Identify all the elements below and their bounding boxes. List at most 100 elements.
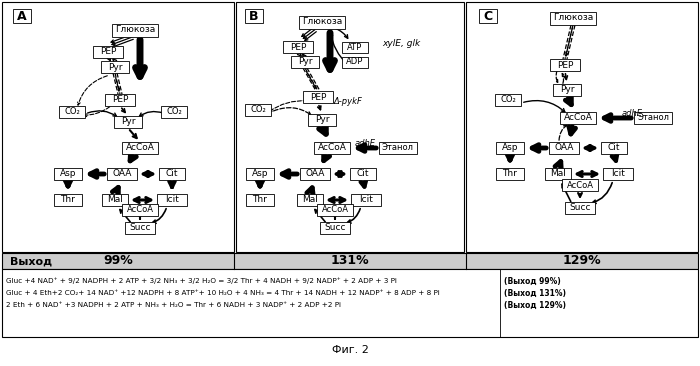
FancyBboxPatch shape xyxy=(54,194,82,206)
Text: Thr: Thr xyxy=(61,195,76,205)
Text: B: B xyxy=(249,10,259,22)
Text: PEP: PEP xyxy=(290,42,306,52)
Text: AcCoA: AcCoA xyxy=(318,143,346,153)
Text: AcCoA: AcCoA xyxy=(125,143,155,153)
FancyBboxPatch shape xyxy=(562,179,598,191)
Text: ATP: ATP xyxy=(347,42,363,52)
Text: Pyr: Pyr xyxy=(315,116,329,124)
Text: Глюкоза: Глюкоза xyxy=(115,26,155,34)
Text: PEP: PEP xyxy=(556,60,573,70)
Text: PEP: PEP xyxy=(100,48,116,56)
FancyBboxPatch shape xyxy=(317,204,353,216)
Text: Thr: Thr xyxy=(503,169,517,179)
FancyBboxPatch shape xyxy=(496,142,524,154)
FancyBboxPatch shape xyxy=(550,59,580,71)
Text: CO₂: CO₂ xyxy=(250,105,266,115)
FancyBboxPatch shape xyxy=(297,194,323,206)
Text: (Выход 129%): (Выход 129%) xyxy=(504,300,566,310)
Text: Mal: Mal xyxy=(302,195,318,205)
Text: AcCoA: AcCoA xyxy=(321,205,349,214)
Text: Cit: Cit xyxy=(357,169,370,179)
FancyBboxPatch shape xyxy=(350,168,376,180)
FancyBboxPatch shape xyxy=(303,91,333,103)
FancyBboxPatch shape xyxy=(125,222,155,234)
Text: AcCoA: AcCoA xyxy=(127,205,153,214)
FancyBboxPatch shape xyxy=(161,106,187,118)
Text: 131%: 131% xyxy=(330,254,370,268)
FancyBboxPatch shape xyxy=(603,168,633,180)
FancyBboxPatch shape xyxy=(54,168,82,180)
FancyBboxPatch shape xyxy=(114,116,142,128)
FancyBboxPatch shape xyxy=(314,142,350,154)
FancyBboxPatch shape xyxy=(2,2,234,252)
FancyBboxPatch shape xyxy=(159,168,185,180)
FancyBboxPatch shape xyxy=(157,194,187,206)
FancyBboxPatch shape xyxy=(246,194,274,206)
FancyBboxPatch shape xyxy=(351,194,381,206)
Text: AcCoA: AcCoA xyxy=(566,180,594,190)
Text: Pyr: Pyr xyxy=(108,63,122,71)
FancyBboxPatch shape xyxy=(553,84,581,96)
Text: 2 Eth + 6 NAD⁺ +3 NADPH + 2 ATP + NH₃ + H₂O = Thr + 6 NADH + 3 NADP⁺ + 2 ADP +2 : 2 Eth + 6 NAD⁺ +3 NADPH + 2 ATP + NH₃ + … xyxy=(6,302,341,308)
Text: Глюкоза: Глюкоза xyxy=(553,14,593,22)
Text: AcCoA: AcCoA xyxy=(564,113,592,123)
FancyBboxPatch shape xyxy=(379,142,417,154)
Text: CO₂: CO₂ xyxy=(500,96,516,105)
Text: Mal: Mal xyxy=(107,195,123,205)
FancyBboxPatch shape xyxy=(496,168,524,180)
FancyBboxPatch shape xyxy=(466,2,698,252)
FancyBboxPatch shape xyxy=(549,142,579,154)
FancyBboxPatch shape xyxy=(105,94,135,106)
Text: adhE: adhE xyxy=(355,139,376,149)
Text: Pyr: Pyr xyxy=(560,86,574,94)
FancyBboxPatch shape xyxy=(236,2,464,252)
FancyBboxPatch shape xyxy=(342,41,368,52)
FancyBboxPatch shape xyxy=(308,114,336,126)
Text: Succ: Succ xyxy=(569,203,591,213)
Text: ADP: ADP xyxy=(346,57,364,67)
FancyBboxPatch shape xyxy=(102,194,128,206)
FancyBboxPatch shape xyxy=(300,168,330,180)
Text: Icit: Icit xyxy=(359,195,373,205)
FancyBboxPatch shape xyxy=(112,23,158,37)
FancyBboxPatch shape xyxy=(545,168,571,180)
Text: Выход: Выход xyxy=(10,256,52,266)
FancyBboxPatch shape xyxy=(245,9,263,23)
FancyBboxPatch shape xyxy=(601,142,627,154)
Text: Gluc +4 NAD⁺ + 9/2 NADPH + 2 ATP + 3/2 NH₃ + 3/2 H₂O = 3/2 Thr + 4 NADH + 9/2 NA: Gluc +4 NAD⁺ + 9/2 NADPH + 2 ATP + 3/2 N… xyxy=(6,278,397,284)
FancyBboxPatch shape xyxy=(320,222,350,234)
FancyBboxPatch shape xyxy=(59,106,85,118)
FancyBboxPatch shape xyxy=(107,168,137,180)
Text: PEP: PEP xyxy=(112,96,128,105)
FancyBboxPatch shape xyxy=(291,56,319,68)
Text: adhE: adhE xyxy=(622,109,643,119)
FancyBboxPatch shape xyxy=(93,46,123,58)
Text: Глюкоза: Глюкоза xyxy=(302,18,342,26)
Text: Cit: Cit xyxy=(608,143,620,153)
FancyBboxPatch shape xyxy=(495,94,521,106)
Text: Succ: Succ xyxy=(324,224,346,232)
Text: OAA: OAA xyxy=(554,143,574,153)
Text: Cit: Cit xyxy=(166,169,179,179)
FancyBboxPatch shape xyxy=(299,15,345,29)
FancyBboxPatch shape xyxy=(342,56,368,67)
Text: (Выход 99%): (Выход 99%) xyxy=(504,276,561,285)
Text: C: C xyxy=(484,10,493,22)
FancyBboxPatch shape xyxy=(13,9,31,23)
FancyBboxPatch shape xyxy=(634,112,672,124)
Text: Succ: Succ xyxy=(130,224,150,232)
FancyBboxPatch shape xyxy=(101,61,129,73)
Text: Asp: Asp xyxy=(252,169,268,179)
Text: Δ-pykF: Δ-pykF xyxy=(334,97,363,105)
Text: 129%: 129% xyxy=(563,254,601,268)
FancyBboxPatch shape xyxy=(122,204,158,216)
FancyBboxPatch shape xyxy=(283,41,313,53)
Text: Фиг. 2: Фиг. 2 xyxy=(332,345,368,355)
Text: Этанол: Этанол xyxy=(637,113,669,123)
Text: Mal: Mal xyxy=(550,169,566,179)
FancyBboxPatch shape xyxy=(2,253,698,269)
Text: Pyr: Pyr xyxy=(120,117,135,127)
FancyBboxPatch shape xyxy=(550,11,596,25)
Text: CO₂: CO₂ xyxy=(166,108,182,116)
FancyBboxPatch shape xyxy=(565,202,595,214)
